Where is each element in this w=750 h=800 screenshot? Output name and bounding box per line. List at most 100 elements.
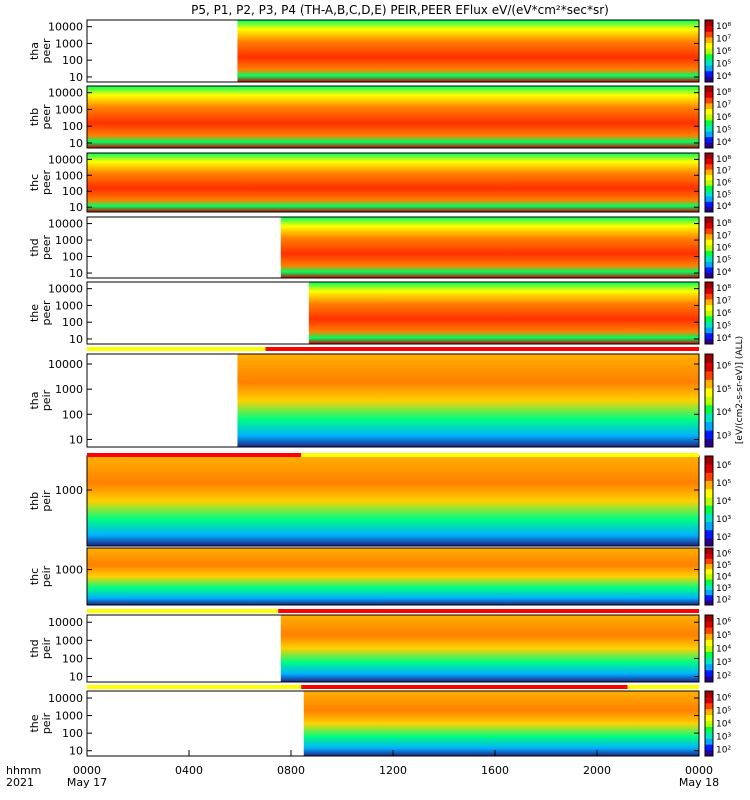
colorbar-cell — [705, 169, 713, 175]
spectrogram-image — [308, 282, 699, 344]
y-tick-label: 100 — [62, 120, 83, 133]
colorbar-cell — [705, 584, 713, 590]
colorbar-cell — [705, 573, 713, 580]
colorbar-tick-label: 10⁶ — [716, 244, 731, 254]
y-axis-label: thbpeir — [28, 490, 53, 512]
y-tick-label: 10000 — [48, 358, 83, 371]
colorbar-cell — [705, 125, 713, 132]
x-row2-label: 2021 — [6, 776, 34, 789]
colorbar-cell — [705, 190, 713, 197]
colorbar-cell — [705, 413, 713, 423]
y-tick-label: 10 — [69, 201, 83, 214]
colorbar-cell — [705, 65, 713, 72]
colorbar-cell — [705, 430, 713, 440]
quality-flag-bar — [87, 347, 699, 351]
colorbar-cell — [705, 25, 713, 32]
colorbar: 10⁶ 10⁵ 10⁴ 10³ 10² — [704, 614, 731, 683]
colorbar-cell — [705, 480, 713, 490]
y-tick-label: 1000 — [55, 564, 83, 577]
colorbar-cell — [705, 421, 713, 431]
colorbar-cell — [705, 97, 713, 104]
colorbar-cell — [705, 594, 713, 601]
colorbar-cell — [705, 304, 713, 311]
y-tick-label: 10 — [69, 71, 83, 84]
colorbar-tick-label: 10⁷ — [716, 297, 731, 307]
colorbar-cell — [705, 86, 713, 93]
colorbar: 10⁶ 10⁵ 10⁴ 10³ 10² — [704, 455, 731, 547]
colorbar-cell — [705, 627, 713, 634]
colorbar-cell — [705, 456, 713, 465]
colorbar-tick-label: 10⁵ — [716, 707, 731, 717]
colorbar-tick-label: 10⁴ — [716, 334, 731, 344]
colorbar: 10⁶ 10⁵ 10⁴ 10³ 10² — [704, 690, 731, 757]
y-tick-label: 10 — [69, 745, 83, 758]
colorbar-tick-label: 10⁴ — [716, 202, 731, 212]
colorbar-cell — [705, 131, 713, 138]
panel-frame — [86, 547, 700, 606]
colorbar-cell — [705, 102, 713, 110]
colorbar-cell — [705, 332, 713, 339]
y-tick-label: 100 — [62, 185, 83, 198]
spectrogram-image — [280, 615, 699, 682]
y-tick-label: 1000 — [55, 169, 83, 182]
colorbar-title: [eV/(cm2-s-sr-eV)] (ALL) — [735, 336, 745, 444]
y-tick-label: 10000 — [48, 616, 83, 629]
colorbar-tick-label: 10² — [716, 671, 731, 681]
colorbar-cell — [705, 708, 713, 716]
colorbar-tick-label: 10⁴ — [716, 497, 731, 507]
x-tick-label: 0800 — [277, 764, 305, 777]
colorbar-cell — [705, 327, 713, 334]
y-tick-label: 100 — [62, 408, 83, 421]
colorbar-tick-label: 10⁵ — [716, 479, 731, 489]
colorbar-cell — [705, 76, 713, 83]
colorbar-cell — [705, 31, 713, 38]
colorbar-cell — [705, 696, 713, 704]
colorbar-cell — [705, 726, 713, 733]
colorbar-cell — [705, 496, 713, 506]
x-date-label: May 17 — [67, 776, 107, 789]
colorbar-cell — [705, 505, 713, 514]
colorbar-tick-label: 10³ — [716, 658, 731, 668]
colorbar-cell — [705, 645, 713, 653]
colorbar-tick-label: 10³ — [716, 515, 731, 525]
colorbar-cell — [705, 387, 713, 397]
colorbar-cell — [705, 244, 713, 251]
y-tick-label: 10 — [69, 267, 83, 280]
colorbar-cell — [705, 563, 713, 570]
spectrogram-image — [87, 86, 699, 148]
colorbar-title-text: [eV/(cm2-s-sr-eV)] (ALL) — [735, 336, 745, 444]
spectrogram-image — [87, 548, 699, 605]
colorbar-tick-label: 10³ — [716, 584, 731, 594]
flag-segment — [301, 685, 628, 689]
colorbar-cell — [705, 691, 713, 698]
colorbar-frame — [704, 353, 714, 448]
spectrogram-image — [303, 691, 699, 756]
colorbar-cell — [705, 404, 713, 414]
y-tick-label: 100 — [62, 54, 83, 67]
colorbar-cell — [705, 548, 713, 554]
panel-thb-peer: 10000 1000 100 10 thbpeer 10⁸ 10⁷ 10⁶ 10⁵ 10⁴ — [28, 85, 731, 150]
colorbar-cell — [705, 174, 713, 181]
panel-tha-peer: 10000 1000 100 10 thapeer 10⁸ 10⁷ 10⁶ 10⁵ 10⁴ — [28, 19, 731, 84]
flag-segment — [87, 685, 302, 689]
y-tick-label: 10 — [69, 671, 83, 684]
colorbar-tick-label: 10⁵ — [716, 190, 731, 200]
colorbar-cell — [705, 282, 713, 289]
colorbar-tick-label: 10⁶ — [716, 618, 731, 628]
y-tick-label: 1000 — [55, 383, 83, 396]
colorbar-tick-label: 10⁸ — [716, 22, 731, 32]
colorbar-frame — [704, 216, 714, 279]
flag-segment — [278, 609, 699, 613]
x-tick-label: 0000 — [685, 764, 713, 777]
colorbar-cell — [705, 354, 713, 363]
colorbar-cell — [705, 338, 713, 345]
colorbar-cell — [705, 738, 713, 745]
colorbar-tick-label: 10⁷ — [716, 167, 731, 177]
colorbar-tick-label: 10⁸ — [716, 219, 731, 229]
spectrogram-image — [237, 354, 699, 447]
flag-segment — [87, 609, 279, 613]
colorbar-cell — [705, 48, 713, 55]
